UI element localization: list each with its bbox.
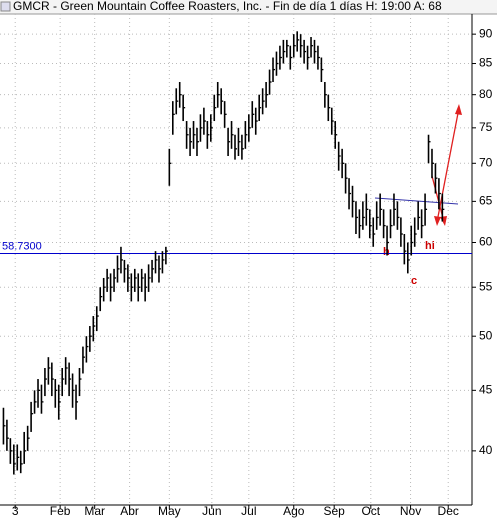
y-tick-label: 85 [479, 56, 493, 70]
arrow-head [455, 104, 462, 115]
x-tick-label: Feb [50, 504, 71, 518]
x-tick-label: Jul [241, 504, 256, 518]
y-tick-label: 40 [479, 443, 493, 457]
trend-line [374, 197, 459, 205]
x-tick-label: Nov [400, 504, 421, 518]
y-tick-label: 80 [479, 87, 493, 101]
arrow-head [434, 216, 441, 226]
y-tick-label: 60 [479, 235, 493, 249]
y-tick-label: 75 [479, 120, 493, 134]
y-tick-label: 65 [479, 194, 493, 208]
target-arrow [436, 107, 460, 223]
annotation: hi [425, 240, 435, 252]
y-tick-label: 50 [479, 328, 493, 342]
title-bar [0, 0, 497, 14]
x-tick-label: Sep [324, 504, 346, 518]
y-tick-label: 90 [479, 26, 493, 40]
title-icon [0, 1, 11, 12]
x-tick-label: Dec [438, 504, 459, 518]
y-tick-label: 45 [479, 383, 493, 397]
x-tick-label: May [158, 504, 181, 518]
x-tick-label: Abr [120, 504, 139, 518]
x-tick-label: Oct [361, 504, 380, 518]
price-line-label: 58.7300 [2, 240, 42, 252]
x-tick-label: Ago [283, 504, 305, 518]
x-tick-label: 3 [12, 504, 19, 518]
y-tick-label: 70 [479, 155, 493, 169]
chart-title: GMCR - Green Mountain Coffee Roasters, I… [13, 0, 442, 13]
annotation: c [411, 275, 417, 287]
x-tick-label: Jun [202, 504, 221, 518]
y-tick-label: 55 [479, 279, 493, 293]
x-tick-label: Mar [84, 504, 105, 518]
